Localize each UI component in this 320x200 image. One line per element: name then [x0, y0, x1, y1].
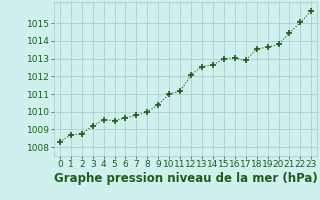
X-axis label: Graphe pression niveau de la mer (hPa): Graphe pression niveau de la mer (hPa)	[54, 172, 317, 185]
